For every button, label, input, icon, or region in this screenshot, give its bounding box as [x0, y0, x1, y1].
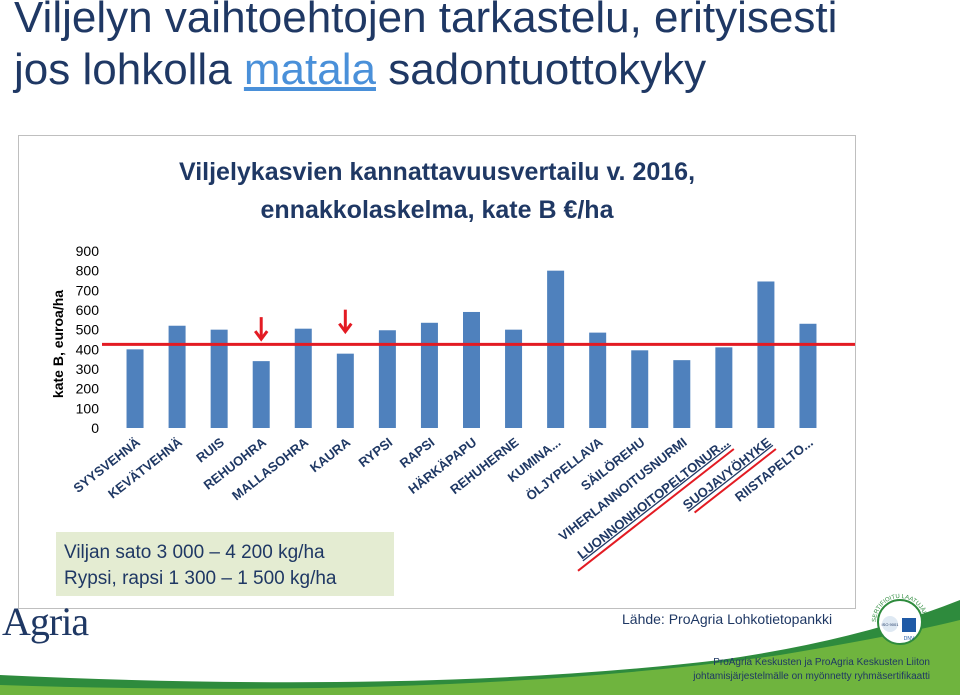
bar — [799, 323, 817, 428]
label-underline — [693, 448, 777, 514]
label-underline — [577, 448, 735, 572]
bar — [168, 325, 186, 428]
y-tick-label: 700 — [76, 282, 100, 298]
y-tick-label: 800 — [76, 263, 100, 279]
chart-title-line1: Viljelykasvien kannattavuusvertailu v. 2… — [179, 158, 695, 186]
x-tick-label: RIISTAPELTO... — [732, 435, 816, 505]
chart-frame: Viljelykasvien kannattavuusvertailu v. 2… — [18, 135, 856, 609]
bar — [336, 353, 354, 428]
footer-line1: ProAgria Keskusten ja ProAgria Keskusten… — [713, 657, 930, 668]
slide-title-line1: Viljelyn vaihtoehtojen tarkastelu, erity… — [14, 0, 838, 42]
x-tick-label: KAURA — [307, 434, 354, 475]
bar — [589, 332, 607, 428]
bar — [547, 270, 565, 428]
yield-info-box: Viljan sato 3 000 – 4 200 kg/ha Rypsi, r… — [56, 532, 394, 596]
footer-line2: johtamisjärjestelmälle on myönnetty ryhm… — [693, 671, 930, 682]
bar — [715, 347, 733, 428]
cert-iso: ISO 9001 — [882, 622, 900, 627]
agria-logo: Agria — [2, 599, 89, 644]
certification-badge-icon: SERTIFIOITU LAATUJÄRJESTELMÄ ISO 9001 DN… — [868, 588, 928, 645]
slide-title: Viljelyn vaihtoehtojen tarkastelu, erity… — [14, 0, 837, 96]
x-tick-label: KEVÄTVEHNÄ — [105, 434, 185, 501]
bar — [463, 311, 480, 428]
y-tick-label: 600 — [76, 302, 100, 318]
y-tick-label: 300 — [76, 361, 100, 377]
info-line-cereal: Viljan sato 3 000 – 4 200 kg/ha — [64, 542, 325, 563]
bar — [252, 361, 270, 428]
bar — [505, 329, 523, 428]
bar-chart: Viljelykasvien kannattavuusvertailu v. 2… — [50, 158, 855, 572]
source-note: Lähde: ProAgria Lohkotietopankki — [622, 611, 833, 627]
y-tick-label: 900 — [76, 243, 100, 259]
green-wave-decoration — [0, 600, 960, 695]
y-axis-label: kate B, euroa/ha — [50, 290, 66, 398]
slide-title-highlight: matala — [243, 45, 376, 94]
y-tick-label: 100 — [76, 400, 100, 416]
info-line-rapeseed: Rypsi, rapsi 1 300 – 1 500 kg/ha — [64, 568, 337, 589]
y-tick-label: 200 — [76, 381, 100, 397]
bar — [294, 328, 312, 428]
bar — [378, 330, 396, 428]
y-tick-label: 0 — [91, 420, 99, 436]
down-arrow-icon — [338, 309, 353, 335]
chart-title-line2: ennakkolaskelma, kate B €/ha — [261, 196, 615, 224]
bar — [631, 350, 649, 428]
slide-title-line2-pre: jos lohkolla — [14, 45, 244, 94]
cert-dnv: DNV — [904, 636, 915, 642]
slide-title-line2-post: sadontuottokyky — [375, 45, 707, 94]
x-tick-label: RYPSI — [356, 435, 396, 471]
y-tick-label: 500 — [76, 322, 100, 338]
x-tick-label: MALLASOHRA — [229, 434, 312, 503]
bar — [757, 281, 775, 428]
bar — [210, 329, 228, 428]
bar — [126, 349, 144, 428]
y-tick-label: 400 — [76, 341, 100, 357]
bar — [673, 360, 691, 428]
x-tick-label: RUIS — [193, 434, 227, 465]
down-arrow-icon — [254, 317, 269, 342]
bar — [420, 322, 438, 428]
